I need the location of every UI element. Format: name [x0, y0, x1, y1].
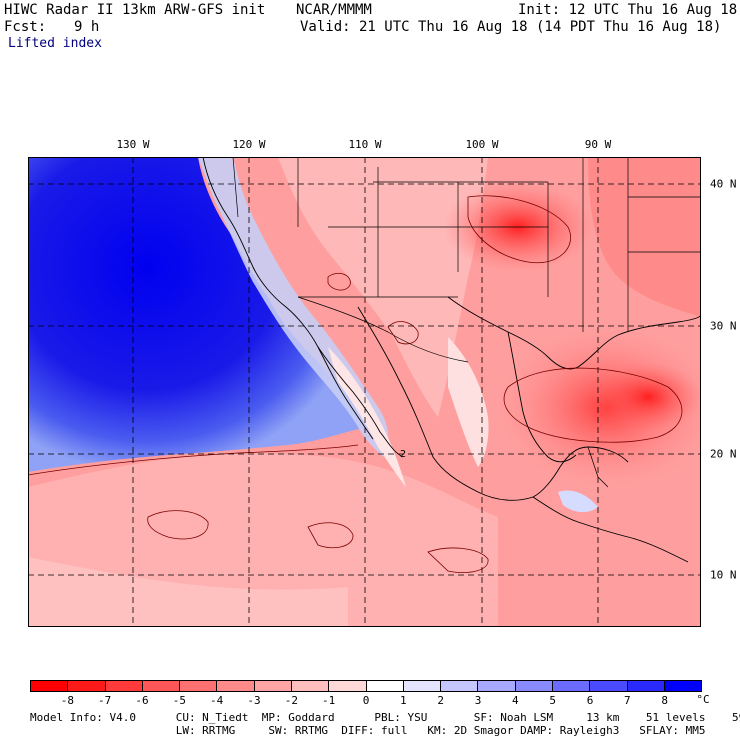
colorbar-tick-label: -3	[247, 694, 261, 707]
colorbar-cell	[329, 681, 367, 691]
contour-value-label: 2	[400, 449, 406, 460]
map-frame	[28, 157, 701, 627]
gulf-unstable-core	[593, 362, 701, 432]
political-borders	[232, 157, 701, 488]
colorbar-unit: °C	[696, 693, 710, 706]
forecast-label: Fcst:	[4, 19, 47, 35]
graticule	[28, 157, 701, 627]
colorbar-cell	[590, 681, 628, 691]
init-time: Init: 12 UTC Thu 16 Aug 18	[518, 2, 738, 18]
forecast-hour: 9 h	[74, 19, 100, 35]
colorbar-tick-label: 0	[362, 694, 370, 707]
lat-label-10n: 10 N	[710, 568, 737, 582]
model-title: HIWC Radar II 13km ARW-GFS init	[4, 2, 266, 18]
lon-label-110w: 110 W	[348, 138, 382, 151]
colorbar-cell	[180, 681, 218, 691]
colorbar-tick-label: 5	[549, 694, 556, 707]
colorbar-cell	[664, 681, 702, 691]
colorbar-cell	[31, 681, 69, 691]
lon-label-100w: 100 W	[465, 138, 499, 151]
colorbar-tick-label: -8	[60, 694, 74, 707]
colorbar-cell	[366, 681, 404, 691]
colorbar-cell	[217, 681, 255, 691]
colorbar-cell	[515, 681, 553, 691]
colorbar-cell	[441, 681, 479, 691]
colorbar-tick-label: -4	[210, 694, 224, 707]
coastlines	[202, 157, 701, 563]
colorbar-cell	[105, 681, 143, 691]
pacific-stable-region	[28, 157, 368, 472]
colorbar-tick-label: 2	[437, 694, 444, 707]
colorbar-cell	[142, 681, 181, 691]
lon-label-90w: 90 W	[584, 138, 612, 151]
colorbar-cell	[403, 681, 442, 691]
pacific-far-south-field	[28, 557, 348, 627]
source-label: NCAR/MMMM	[296, 2, 372, 18]
model-info-line-2: LW: RRTMG SW: RRTMG DIFF: full KM: 2D Sm…	[30, 724, 706, 737]
colorbar-tick-label: 4	[512, 694, 519, 707]
lifted-index-map: 2	[28, 157, 701, 627]
colorbar-cell	[627, 681, 665, 691]
colorbar-cell	[254, 681, 292, 691]
colorbar-cell	[291, 681, 330, 691]
colorbar-tick-label: 6	[586, 694, 594, 707]
colorbar-cell	[552, 681, 591, 691]
colorbar-tick-label: -5	[172, 694, 186, 707]
colorbar	[30, 680, 702, 692]
colorbar-tick-label: -1	[322, 694, 336, 707]
field-name: Lifted index	[8, 36, 102, 51]
colorbar-tick-label: 1	[400, 694, 407, 707]
western-interior-field	[278, 157, 488, 417]
lon-label-120w: 120 W	[232, 138, 266, 151]
lat-label-40n: 40 N	[710, 177, 737, 191]
valid-time: Valid: 21 UTC Thu 16 Aug 18 (14 PDT Thu …	[300, 19, 722, 35]
lat-label-30n: 30 N	[710, 319, 737, 333]
colorbar-tick-label: -6	[135, 694, 149, 707]
lon-label-130w: 130 W	[116, 138, 150, 151]
colorbar-tick-label: 3	[474, 694, 482, 707]
colorbar-tick-label: -7	[98, 694, 112, 707]
colorbar-tick-label: 7	[624, 694, 631, 707]
colorbar-tick-label: 8	[661, 694, 668, 707]
colorbar-cell	[478, 681, 516, 691]
mexico-plateau-pale	[448, 337, 489, 467]
baja-pale-band	[328, 347, 406, 487]
lat-label-20n: 20 N	[710, 447, 737, 461]
model-info-line-1: Model Info: V4.0 CU: N_Tiedt MP: Goddard…	[30, 711, 740, 724]
colorbar-cell	[68, 681, 106, 691]
colorbar-tick-label: -2	[284, 694, 298, 707]
central-america-stable-pocket	[558, 490, 598, 513]
